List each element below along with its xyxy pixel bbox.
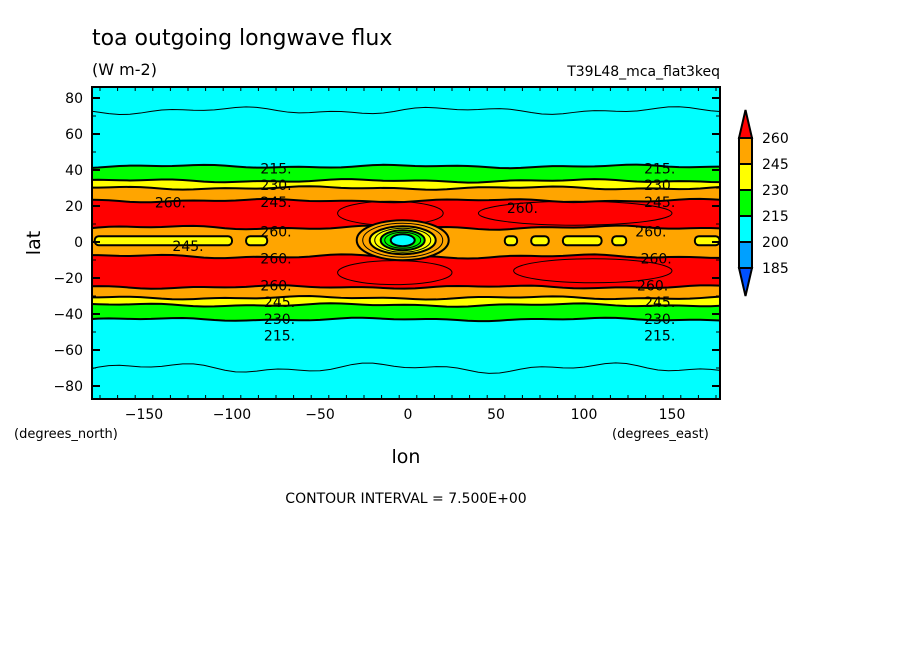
- y-tick-label: 60: [65, 127, 83, 143]
- x-tick-label: 150: [659, 407, 686, 423]
- y-tick-label: −40: [53, 307, 83, 323]
- x-tick-label: −100: [213, 407, 251, 423]
- contour-label: 245.: [644, 295, 675, 311]
- y-tick-label: −80: [53, 379, 83, 395]
- inner-contour-loop: [477, 200, 673, 226]
- chart-units: (W m-2): [92, 60, 157, 79]
- equatorial-yellow-patch: [611, 235, 628, 247]
- equatorial-yellow-patch: [561, 235, 603, 247]
- polar-contour-line: [92, 362, 720, 374]
- y-tick-label: 40: [65, 163, 83, 179]
- y-tick-label: 80: [65, 91, 83, 107]
- inner-contour-loop: [513, 258, 673, 284]
- colorbar-label: 230: [762, 183, 789, 199]
- contour-label: 245.: [264, 295, 295, 311]
- contour-label: 230.: [644, 312, 675, 328]
- polar-contour-line: [92, 106, 720, 116]
- colorbar-segment: [738, 241, 753, 269]
- plot-area: 260.245.215.230.245.260.260.260.245.230.…: [91, 86, 721, 400]
- contour-interval-note: CONTOUR INTERVAL = 7.500E+00: [285, 491, 526, 507]
- contour-label: 260.: [637, 278, 668, 294]
- equatorial-yellow-patch: [693, 235, 720, 247]
- contour-label: 215.: [264, 329, 295, 345]
- minimum-contour-ring: [389, 233, 416, 248]
- x-tick-label: 50: [487, 407, 505, 423]
- y-axis-label: lat: [23, 231, 45, 255]
- y-tick-label: 20: [65, 199, 83, 215]
- colorbar-extend-under: [737, 267, 754, 297]
- colorbar: 260 245 230 215 200 185: [737, 109, 789, 297]
- colorbar-label: 215: [762, 209, 789, 225]
- x-tick-label: 100: [571, 407, 598, 423]
- colorbar-extend-over: [737, 109, 754, 139]
- y-units-label: (degrees_north): [14, 427, 118, 442]
- axis-ticks: [92, 87, 720, 399]
- contour-label: 260.: [260, 224, 291, 240]
- colorbar-label: 200: [762, 235, 789, 251]
- y-tick-labels: 80 60 40 20 0 −20 −40 −60 −80: [53, 91, 83, 395]
- colorbar-label: 245: [762, 157, 789, 173]
- colorbar-segment: [738, 215, 753, 243]
- colorbar-segment: [738, 189, 753, 217]
- contour-label: 230.: [264, 312, 295, 328]
- contour-label: 260.: [260, 251, 291, 267]
- chart-title: toa outgoing longwave flux: [92, 26, 392, 51]
- contour-label: 260.: [641, 251, 672, 267]
- contour-label: 260.: [635, 224, 666, 240]
- contour-label: 230.: [260, 178, 291, 194]
- contour-label-layer: 260.245.215.230.245.260.260.260.245.230.…: [155, 161, 675, 345]
- equatorial-yellow-patch: [503, 235, 519, 247]
- x-tick-labels: −150 −100 −50 0 50 100 150: [125, 407, 686, 423]
- colorbar-segment: [738, 163, 753, 191]
- equatorial-yellow-patch: [245, 235, 269, 247]
- x-units-label: (degrees_east): [612, 427, 709, 442]
- contour-label: 215.: [260, 161, 291, 177]
- contour-label: 245.: [260, 195, 291, 211]
- colorbar-label: 185: [762, 261, 789, 277]
- x-axis-label: lon: [392, 446, 421, 468]
- contour-label: 260.: [260, 278, 291, 294]
- dataset-label: T39L48_mca_flat3keq: [566, 64, 720, 80]
- equatorial-yellow-patch: [530, 235, 550, 247]
- equatorial-yellow-patch: [93, 235, 233, 247]
- contour-label: 260.: [507, 201, 538, 217]
- colorbar-segment: [738, 137, 753, 165]
- y-tick-label: −20: [53, 271, 83, 287]
- contour-label: 230.: [644, 178, 675, 194]
- contour-label: 245.: [644, 195, 675, 211]
- x-tick-label: −50: [305, 407, 335, 423]
- x-tick-label: 0: [404, 407, 413, 423]
- contour-label: 245.: [172, 239, 203, 255]
- y-tick-label: 0: [74, 235, 83, 251]
- contour-label: 260.: [155, 196, 186, 212]
- x-tick-label: −150: [125, 407, 163, 423]
- contour-label: 215.: [644, 329, 675, 345]
- y-tick-label: −60: [53, 343, 83, 359]
- contour-fill-layer: [92, 87, 720, 399]
- colorbar-label: 260: [762, 131, 789, 147]
- contour-label: 215.: [644, 161, 675, 177]
